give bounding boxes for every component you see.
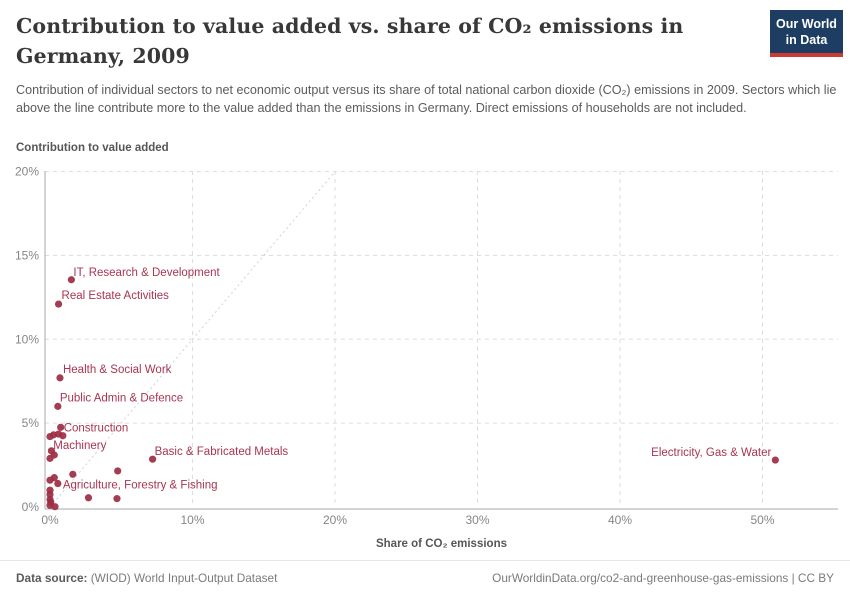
- y-axis-title: Contribution to value added: [16, 142, 169, 154]
- sector-label: Agriculture, Forestry & Fishing: [63, 480, 218, 492]
- data-point[interactable]: [149, 455, 157, 463]
- chart-footer: Data source: (WIOD) World Input-Output D…: [0, 560, 850, 600]
- y-tick-label: 10%: [15, 332, 39, 346]
- x-tick-label: 10%: [180, 513, 204, 527]
- data-point[interactable]: [54, 479, 62, 488]
- x-tick-label: 0%: [41, 513, 59, 527]
- data-point[interactable]: [47, 447, 56, 455]
- x-tick-label: 50%: [750, 513, 774, 527]
- sector-label: Construction: [64, 422, 129, 434]
- y-tick-label: 20%: [15, 165, 39, 179]
- parity-line: [49, 171, 336, 508]
- x-tick-label: 40%: [608, 513, 632, 527]
- y-tick-label: 5%: [22, 416, 40, 430]
- data-point[interactable]: [51, 503, 59, 511]
- data-source-label: Data source:: [16, 571, 88, 585]
- sector-label: Health & Social Work: [63, 364, 172, 376]
- y-tick-label: 15%: [15, 248, 39, 262]
- x-tick-label: 30%: [465, 513, 489, 527]
- data-point[interactable]: [69, 470, 77, 478]
- owid-logo-text-line1: Our World: [776, 17, 837, 31]
- data-point[interactable]: [57, 423, 65, 431]
- data-point[interactable]: [56, 374, 64, 382]
- data-source: Data source: (WIOD) World Input-Output D…: [16, 571, 277, 585]
- data-source-value: (WIOD) World Input-Output Dataset: [87, 571, 278, 585]
- sector-label: Machinery: [53, 440, 106, 452]
- data-point[interactable]: [46, 476, 54, 484]
- x-tick-label: 20%: [323, 513, 347, 527]
- data-point[interactable]: [54, 300, 63, 308]
- owid-logo-text-line2: in Data: [785, 33, 828, 48]
- data-point[interactable]: [46, 490, 54, 499]
- sector-label: Public Admin & Defence: [60, 392, 183, 404]
- sector-label: Electricity, Gas & Water: [651, 447, 771, 459]
- chart-title: Contribution to value added vs. share of…: [16, 14, 684, 68]
- data-point[interactable]: [46, 432, 54, 441]
- attribution-link[interactable]: OurWorldinData.org/co2-and-greenhouse-ga…: [492, 571, 834, 585]
- sector-label: Basic & Fabricated Metals: [155, 446, 289, 458]
- data-point[interactable]: [67, 276, 75, 284]
- data-point[interactable]: [54, 402, 62, 410]
- data-point[interactable]: [114, 467, 122, 475]
- data-point[interactable]: [113, 495, 121, 503]
- y-tick-label: 0%: [22, 500, 40, 514]
- chart-subtitle: Contribution of individual sectors to ne…: [16, 83, 837, 115]
- sector-label: Real Estate Activities: [62, 290, 170, 302]
- owid-logo[interactable]: Our World in Data: [770, 10, 843, 57]
- data-point[interactable]: [84, 494, 93, 502]
- data-point[interactable]: [59, 432, 67, 440]
- data-point[interactable]: [46, 454, 54, 462]
- data-point[interactable]: [771, 456, 779, 464]
- x-axis-title: Share of CO₂ emissions: [376, 538, 507, 550]
- sector-label: IT, Research & Development: [73, 267, 220, 279]
